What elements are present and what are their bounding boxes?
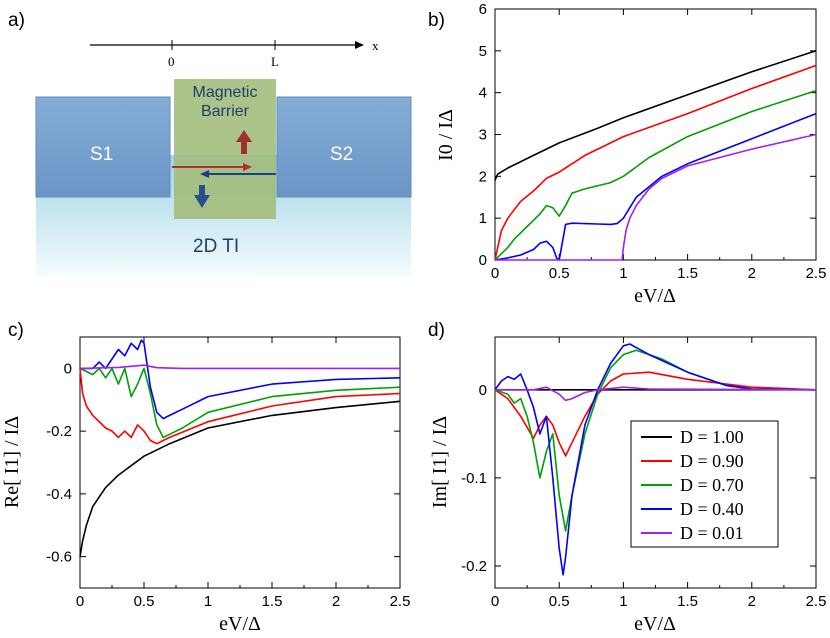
s1-electrode — [35, 96, 171, 198]
y-tick-label: -0.1 — [461, 470, 487, 487]
legend-label: D = 0.01 — [680, 523, 744, 543]
x-tick-label: 0.5 — [549, 265, 570, 282]
s2-label: S2 — [330, 144, 353, 165]
x-axis-label: x — [372, 38, 379, 53]
x-tick-label: 2 — [748, 593, 756, 610]
series-line-040 — [80, 339, 401, 420]
series-line-100 — [494, 50, 817, 181]
right-arrow-icon — [243, 163, 252, 171]
x-tick-label: 0.5 — [549, 593, 570, 610]
panel-d-ticks: 0 0.5 1 1.5 2 2.5 0 -0.1 -0.2 — [461, 337, 826, 610]
panel-c-series — [79, 339, 401, 557]
x-tick-label: 1 — [204, 593, 212, 610]
panel-label-b: b) — [428, 10, 445, 31]
legend-label: D = 0.70 — [680, 475, 744, 495]
series-line-070 — [79, 367, 401, 439]
barrier-label-1: Magnetic — [193, 84, 258, 101]
series-line-040 — [494, 343, 817, 576]
x-tick-label: 2.5 — [806, 593, 827, 610]
tick-0-label: 0 — [168, 54, 175, 69]
panel-c-ylabel: Re[ I1] / IΔ — [1, 416, 23, 508]
spin-up-stem — [241, 140, 247, 154]
series-line-090 — [79, 368, 401, 445]
panel-b-ylabel: I0 / IΔ — [435, 109, 457, 161]
x-tick-label: 0 — [491, 265, 499, 282]
magnetic-barrier — [174, 79, 276, 219]
panel-d: 0 0.5 1 1.5 2 2.5 0 -0.1 -0.2 eV/Δ Im[ I1] / IΔ — [429, 336, 826, 635]
panel-label-d: d) — [428, 320, 445, 341]
schematic: x 0 L Magnetic Barrier S1 S2 2D TI — [35, 38, 412, 275]
panel-label-c: c) — [8, 320, 24, 341]
x-tick-label: 1.5 — [677, 593, 698, 610]
series-line-100 — [79, 400, 401, 557]
x-axis-arrow-icon — [355, 41, 364, 49]
legend-label: D = 0.40 — [680, 499, 744, 519]
x-tick-label: 1.5 — [677, 265, 698, 282]
panel-b-frame — [494, 8, 817, 261]
panel-b-series — [494, 50, 817, 261]
legend-label: D = 1.00 — [680, 427, 744, 447]
x-tick-label: 1.5 — [262, 593, 283, 610]
y-tick-label: 2 — [479, 168, 487, 185]
series-line-001 — [79, 364, 400, 370]
y-tick-label: 5 — [479, 43, 487, 60]
panel-c-frame — [79, 336, 401, 589]
x-tick-label: 2 — [332, 593, 340, 610]
tick-L-label: L — [271, 54, 279, 69]
y-tick-label: 4 — [479, 85, 487, 102]
series-line-090 — [494, 64, 817, 261]
ti-label: 2D TI — [193, 236, 239, 257]
x-tick-label: 0 — [76, 593, 84, 610]
legend: D = 1.00 D = 0.90 D = 0.70 D = 0.40 D = 0.01 — [630, 420, 779, 548]
panel-d-series — [494, 343, 817, 576]
panel-c-xlabel: eV/Δ — [219, 613, 261, 635]
y-tick-label: -0.2 — [46, 423, 72, 440]
panel-d-xlabel: eV/Δ — [634, 613, 676, 635]
panel-d-ylabel: Im[ I1] / IΔ — [429, 416, 451, 508]
s1-label: S1 — [90, 144, 113, 165]
y-tick-label: 0 — [64, 360, 72, 377]
panel-c-ticks: 0 0.5 1 1.5 2 2.5 0 -0.2 -0.4 -0.6 — [46, 337, 410, 610]
x-tick-label: 2.5 — [806, 265, 827, 282]
spin-up-arrow-icon — [236, 130, 252, 142]
series-line-001 — [495, 386, 817, 402]
y-tick-label: -0.4 — [46, 486, 72, 503]
s2-electrode — [276, 96, 412, 198]
left-arrow-icon — [200, 170, 209, 178]
panel-c: 0 0.5 1 1.5 2 2.5 0 -0.2 -0.4 -0.6 eV/Δ Re[ I1] /… — [1, 336, 410, 635]
panel-b-xlabel: eV/Δ — [634, 285, 676, 307]
x-tick-label: 0.5 — [134, 593, 155, 610]
legend-label: D = 0.90 — [680, 451, 744, 471]
panel-b-ticks: 0 0.5 1 1.5 2 2.5 0 1 2 3 4 5 6 — [479, 1, 827, 282]
series-line-070 — [494, 89, 817, 261]
y-tick-label: -0.2 — [461, 558, 487, 575]
spin-down-arrow-icon — [194, 195, 210, 208]
panel-b: 0 0.5 1 1.5 2 2.5 0 1 2 3 4 5 6 eV/Δ I0 / IΔ — [435, 1, 826, 307]
x-tick-label: 2.5 — [390, 593, 411, 610]
x-tick-label: 1 — [619, 265, 627, 282]
x-tick-label: 0 — [491, 593, 499, 610]
y-tick-label: -0.6 — [46, 549, 72, 566]
y-tick-label: 3 — [479, 127, 487, 144]
x-tick-label: 1 — [619, 593, 627, 610]
barrier-label-2: Barrier — [201, 103, 250, 120]
y-tick-label: 0 — [479, 252, 487, 269]
x-tick-label: 2 — [748, 265, 756, 282]
series-line-040 — [494, 112, 817, 261]
spin-down-stem — [199, 185, 205, 197]
panel-label-a: a) — [8, 10, 25, 31]
y-tick-label: 6 — [479, 1, 487, 18]
series-line-001 — [495, 133, 817, 261]
y-tick-label: 0 — [479, 382, 487, 399]
y-tick-label: 1 — [479, 210, 487, 227]
